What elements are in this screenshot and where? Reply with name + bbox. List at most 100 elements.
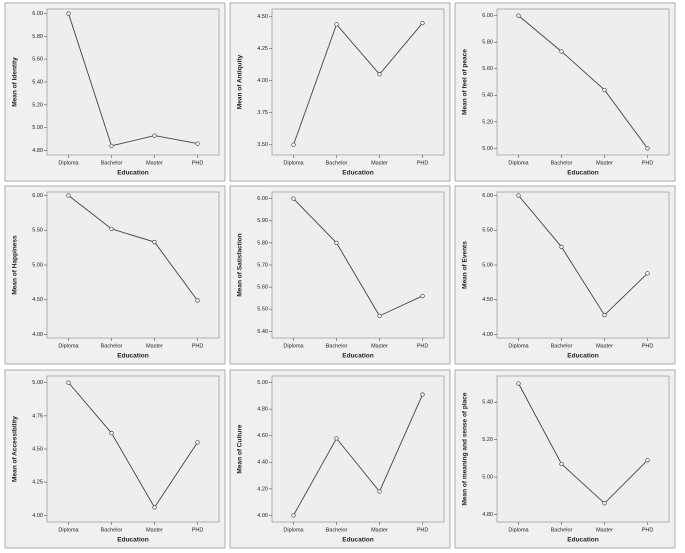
y-tick-label: 4.00 [32, 332, 43, 338]
x-tick-label: Master [371, 527, 388, 533]
y-tick-label: 4.20 [257, 486, 268, 492]
x-tick-label: PHD [417, 343, 429, 349]
y-tick-label: 5.90 [257, 218, 268, 224]
x-tick-label: Bachelor [551, 160, 573, 166]
y-tick-label: 5.00 [482, 262, 493, 268]
point [559, 49, 564, 54]
line [518, 383, 648, 504]
x-axis-label: Education [342, 170, 373, 177]
x-tick-label: Master [596, 160, 613, 166]
x-tick-label: Master [596, 343, 613, 349]
y-tick-label: 4.40 [257, 460, 268, 466]
point [559, 244, 564, 250]
point [602, 312, 607, 318]
y-tick-label: 5.00 [32, 262, 43, 268]
y-tick-label: 5.00 [482, 475, 493, 481]
point [559, 461, 564, 467]
point [602, 87, 607, 93]
x-axis-label: Education [117, 170, 148, 177]
point [195, 141, 200, 146]
x-tick-label: Bachelor [326, 343, 348, 349]
y-axis-label: Mean of Happiness [12, 235, 19, 295]
x-axis-label: Education [567, 170, 598, 177]
point [420, 293, 425, 299]
x-axis-label: Education [342, 537, 373, 544]
y-tick-label: 5.40 [482, 400, 493, 406]
line [293, 22, 423, 145]
y-tick-label: 5.00 [32, 380, 43, 386]
y-tick-label: 5.60 [482, 66, 493, 72]
point [420, 20, 425, 26]
x-tick-label: Bachelor [326, 527, 348, 533]
y-tick-label: 6.00 [482, 193, 493, 199]
y-tick-label: 3.50 [257, 142, 268, 148]
y-tick-label: 4.80 [482, 512, 493, 518]
y-tick-label: 5.50 [32, 228, 43, 234]
x-tick-label: PHD [642, 160, 654, 166]
point [420, 392, 425, 397]
y-tick-label: 4.00 [482, 332, 493, 338]
y-axis-label: Mean of Events [462, 241, 469, 289]
x-tick-label: Diploma [508, 343, 529, 349]
x-tick-label: PHD [192, 160, 204, 166]
point [66, 11, 71, 16]
y-tick-label: 5.00 [482, 146, 493, 152]
y-tick-label: 4.50 [257, 14, 268, 20]
x-axis-label: Education [117, 537, 148, 544]
y-tick-label: 4.50 [32, 446, 43, 452]
y-axis-label: Mean of Accessibility [12, 416, 19, 482]
y-tick-label: 5.00 [257, 380, 268, 386]
y-tick-label: 4.80 [32, 148, 43, 154]
y-tick-label: 4.50 [32, 297, 43, 303]
x-tick-label: Master [596, 527, 613, 533]
y-tick-label: 5.80 [482, 40, 493, 46]
y-tick-label: 5.80 [32, 34, 43, 40]
y-axis-label: Mean of Identity [12, 57, 19, 107]
point [516, 13, 521, 18]
y-tick-label: 5.70 [257, 262, 268, 268]
y-tick-label: 5.60 [257, 285, 268, 291]
y-axis-label: Mean of Satisfaction [237, 233, 244, 296]
point [291, 513, 296, 518]
x-tick-label: Bachelor [551, 343, 573, 349]
y-tick-label: 5.40 [257, 329, 268, 335]
y-tick-label: 5.20 [482, 119, 493, 125]
plot-area [271, 375, 445, 523]
y-tick-label: 4.75 [32, 413, 43, 419]
y-tick-label: 6.00 [32, 11, 43, 17]
y-tick-label: 5.50 [257, 307, 268, 313]
y-tick-label: 4.00 [257, 78, 268, 84]
y-tick-label: 4.00 [257, 513, 268, 519]
point [109, 143, 114, 149]
y-axis-label: Mean of Antiquity [237, 54, 244, 109]
point [645, 271, 650, 276]
x-tick-label: Master [146, 527, 163, 533]
point [195, 298, 200, 303]
x-tick-label: Master [371, 343, 388, 349]
x-tick-label: Bachelor [101, 527, 123, 533]
plot-area [46, 191, 220, 339]
point [645, 146, 650, 151]
point [334, 240, 339, 246]
x-axis-label: Education [567, 353, 598, 360]
x-tick-label: PHD [642, 343, 654, 349]
x-tick-label: Diploma [283, 343, 304, 349]
y-tick-label: 4.00 [32, 513, 43, 519]
y-axis-label: Mean of feel of peace [462, 49, 469, 115]
y-tick-label: 5.20 [482, 437, 493, 443]
x-tick-label: Diploma [283, 527, 304, 533]
point [152, 133, 157, 138]
point [645, 458, 650, 463]
plot-area [271, 8, 445, 156]
y-tick-label: 4.25 [257, 46, 268, 52]
plot-area [271, 191, 445, 339]
x-tick-label: Diploma [58, 527, 79, 533]
point [334, 436, 339, 441]
point [109, 430, 114, 436]
line [293, 198, 423, 317]
x-tick-label: Diploma [58, 343, 79, 349]
point [109, 226, 114, 231]
plot-area [496, 8, 670, 156]
y-tick-label: 5.50 [482, 228, 493, 234]
